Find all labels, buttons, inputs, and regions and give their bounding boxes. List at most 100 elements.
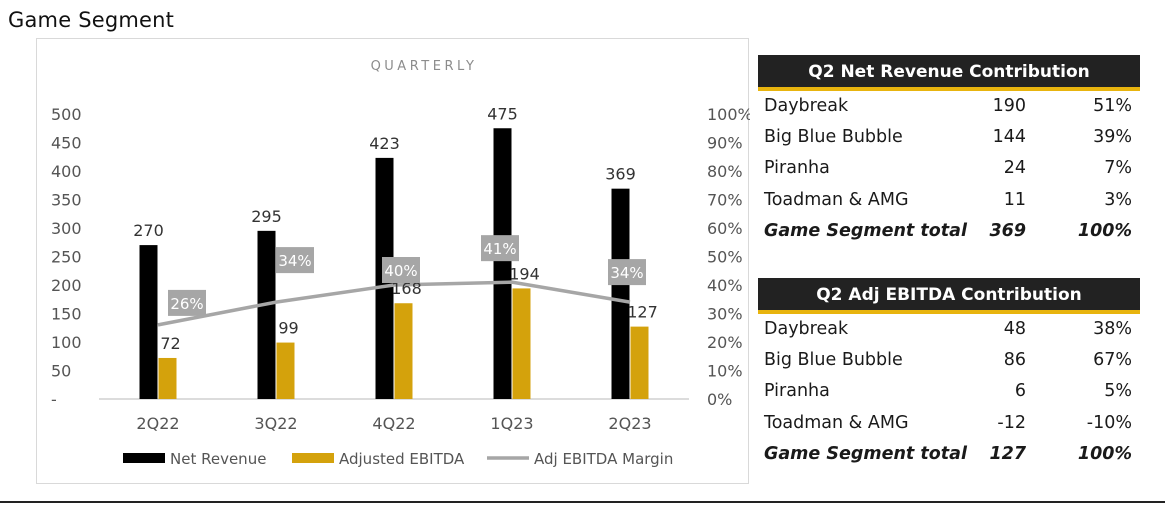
- margin-label-box: [382, 257, 420, 283]
- y-right-tick-label: 30%: [707, 305, 743, 324]
- row-name: Daybreak: [764, 319, 849, 339]
- row-percent: 67%: [1093, 350, 1132, 371]
- table-row: Toadman & AMG -12 -10%: [758, 408, 1140, 439]
- row-name: Big Blue Bubble: [764, 350, 903, 371]
- row-value: 86: [1003, 350, 1026, 371]
- margin-data-label: 34%: [610, 264, 643, 282]
- row-value: 24: [1003, 158, 1026, 179]
- total-name: Game Segment total: [764, 443, 967, 464]
- y-left-tick-label: 250: [51, 248, 82, 267]
- total-percent: 100%: [1077, 220, 1132, 241]
- revenue-table-title: Q2 Net Revenue Contribution: [758, 55, 1140, 91]
- legend-label: Adj EBITDA Margin: [534, 450, 673, 468]
- row-value: 190: [992, 96, 1026, 116]
- legend-label: Net Revenue: [170, 450, 266, 468]
- margin-label-box: [168, 289, 206, 316]
- bottom-divider: [0, 501, 1165, 503]
- y-left-tick-label: 350: [51, 191, 82, 210]
- chart-title: QUARTERLY: [371, 59, 478, 74]
- net-revenue-bar: [139, 245, 158, 399]
- row-percent: 5%: [1104, 381, 1132, 402]
- margin-label-box: [481, 235, 519, 262]
- revenue-contribution-table: Q2 Net Revenue Contribution Daybreak 190…: [758, 55, 1140, 247]
- margin-label-box: [608, 259, 646, 286]
- legend-swatch: [292, 453, 334, 463]
- row-name: Toadman & AMG: [764, 412, 909, 433]
- net-revenue-data-label: 295: [251, 207, 282, 226]
- table-row: Piranha 24 7%: [758, 153, 1140, 184]
- adjusted-ebitda-data-label: 168: [391, 279, 422, 298]
- margin-data-label: 26%: [170, 295, 203, 313]
- y-right-tick-label: 10%: [707, 362, 743, 381]
- legend-swatch: [123, 453, 165, 463]
- adjusted-ebitda-data-label: 194: [509, 264, 540, 283]
- row-name: Piranha: [764, 381, 830, 402]
- page-title: Game Segment: [8, 8, 175, 32]
- adjusted-ebitda-data-label: 127: [627, 303, 658, 322]
- total-value: 369: [989, 220, 1026, 241]
- table-row: Daybreak 48 38%: [758, 314, 1140, 345]
- margin-label-box: [276, 247, 314, 274]
- y-right-tick-label: 70%: [707, 191, 743, 210]
- x-tick-label: 3Q22: [254, 414, 297, 433]
- row-percent: 3%: [1104, 189, 1132, 210]
- y-right-tick-label: 40%: [707, 276, 743, 295]
- row-value: 6: [1014, 381, 1026, 402]
- y-left-tick-label: 500: [51, 105, 82, 124]
- row-value: -12: [997, 412, 1026, 433]
- y-left-tick-label: 100: [51, 333, 82, 352]
- net-revenue-data-label: 270: [133, 221, 164, 240]
- x-tick-label: 2Q23: [608, 414, 651, 433]
- y-left-tick-label: 400: [51, 162, 82, 181]
- adjusted-ebitda-bar: [512, 288, 531, 399]
- ebitda-table-title: Q2 Adj EBITDA Contribution: [758, 278, 1140, 314]
- y-right-tick-label: 50%: [707, 248, 743, 267]
- table-row: Piranha 6 5%: [758, 376, 1140, 407]
- row-name: Daybreak: [764, 96, 849, 116]
- table-row: Daybreak 190 51%: [758, 91, 1140, 122]
- net-revenue-data-label: 369: [605, 165, 636, 184]
- y-left-tick-label: 50: [51, 362, 71, 381]
- y-right-tick-label: 90%: [707, 134, 743, 153]
- adjusted-ebitda-data-label: 99: [278, 319, 298, 338]
- adjusted-ebitda-data-label: 72: [160, 334, 180, 353]
- table-total-row: Game Segment total 127 100%: [758, 439, 1140, 470]
- y-right-tick-label: 100%: [707, 105, 750, 124]
- margin-data-label: 34%: [278, 252, 311, 270]
- y-left-tick-label: -: [51, 390, 57, 409]
- net-revenue-bar: [611, 188, 630, 399]
- x-tick-label: 1Q23: [490, 414, 533, 433]
- row-percent: 39%: [1093, 127, 1132, 148]
- y-right-tick-label: 80%: [707, 162, 743, 181]
- net-revenue-data-label: 423: [369, 134, 400, 153]
- y-left-tick-label: 450: [51, 134, 82, 153]
- margin-data-label: 40%: [384, 262, 417, 280]
- total-percent: 100%: [1077, 443, 1132, 464]
- adjusted-ebitda-bar: [394, 303, 413, 399]
- legend-label: Adjusted EBITDA: [339, 450, 465, 468]
- y-left-tick-label: 200: [51, 276, 82, 295]
- row-value: 11: [1003, 189, 1026, 210]
- margin-data-label: 41%: [483, 240, 516, 258]
- row-name: Toadman & AMG: [764, 189, 909, 210]
- total-value: 127: [989, 443, 1026, 464]
- net-revenue-bar: [493, 128, 512, 399]
- row-value: 48: [1003, 319, 1026, 339]
- y-right-tick-label: 20%: [707, 333, 743, 352]
- y-right-tick-label: 0%: [707, 390, 732, 409]
- adjusted-ebitda-bar: [276, 342, 295, 399]
- adjusted-ebitda-bar: [158, 357, 177, 399]
- table-row: Big Blue Bubble 144 39%: [758, 122, 1140, 153]
- net-revenue-data-label: 475: [487, 104, 518, 123]
- y-right-tick-label: 60%: [707, 219, 743, 238]
- ebitda-contribution-table: Q2 Adj EBITDA Contribution Daybreak 48 3…: [758, 278, 1140, 470]
- adjusted-ebitda-bar: [630, 326, 649, 399]
- row-percent: 51%: [1093, 96, 1132, 116]
- net-revenue-bar: [257, 230, 276, 399]
- row-percent: 7%: [1104, 158, 1132, 179]
- x-tick-label: 4Q22: [372, 414, 415, 433]
- chart-canvas: QUARTERLY - 50 100 150 200 250 300 350 400 450 500 0…: [51, 59, 750, 468]
- table-row: Toadman & AMG 11 3%: [758, 185, 1140, 216]
- margin-series-line: [157, 280, 631, 327]
- table-total-row: Game Segment total 369 100%: [758, 216, 1140, 247]
